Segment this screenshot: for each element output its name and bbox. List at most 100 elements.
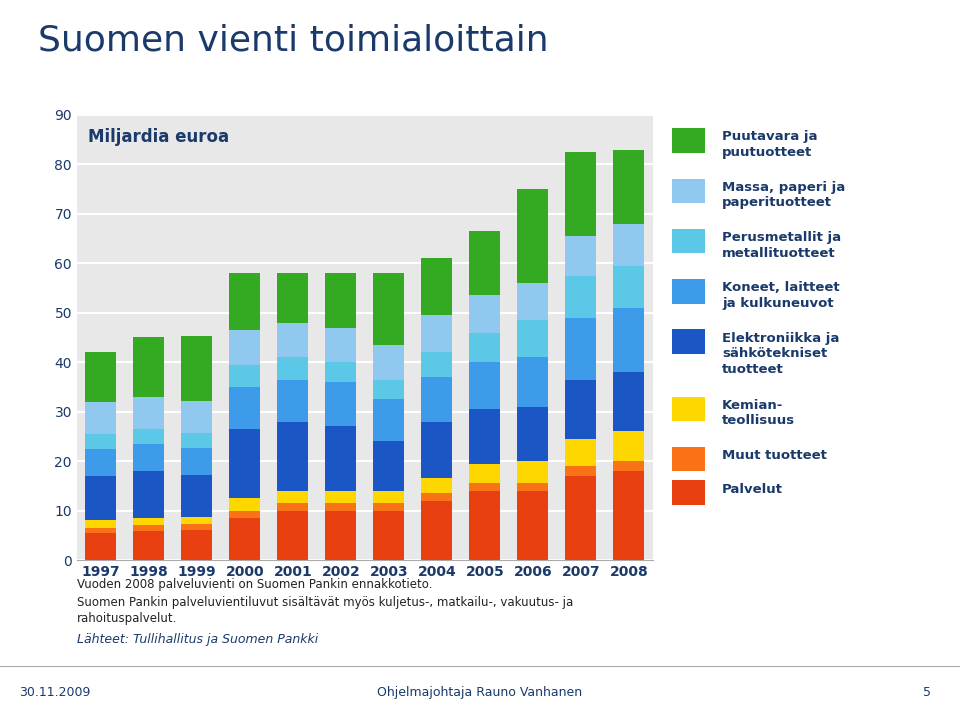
Bar bbox=[517, 406, 548, 461]
Bar bbox=[325, 273, 356, 327]
Bar bbox=[672, 396, 706, 421]
Bar bbox=[85, 402, 116, 434]
Bar bbox=[181, 337, 212, 401]
Bar bbox=[229, 365, 260, 387]
Bar bbox=[565, 439, 596, 466]
Text: Perusmetallit ja
metallituotteet: Perusmetallit ja metallituotteet bbox=[722, 231, 841, 260]
Bar bbox=[325, 510, 356, 560]
Bar bbox=[133, 337, 164, 397]
Bar bbox=[229, 429, 260, 498]
Bar bbox=[613, 372, 644, 432]
Bar bbox=[565, 466, 596, 476]
Bar bbox=[373, 442, 404, 491]
Text: 30.11.2009: 30.11.2009 bbox=[19, 686, 90, 699]
Bar bbox=[133, 518, 164, 526]
Bar bbox=[565, 236, 596, 276]
Text: Suomen Pankin palveluvientiluvut sisältävät myös kuljetus-, matkailu-, vakuutus-: Suomen Pankin palveluvientiluvut sisältä… bbox=[77, 596, 573, 609]
Bar bbox=[373, 345, 404, 380]
Bar bbox=[672, 129, 706, 153]
Bar bbox=[277, 380, 308, 421]
Bar bbox=[325, 503, 356, 510]
Text: Työ, yrittäminen ja työelämä: Työ, yrittäminen ja työelämä bbox=[365, 645, 611, 660]
Bar bbox=[85, 476, 116, 521]
Bar bbox=[133, 429, 164, 444]
Bar bbox=[421, 315, 452, 353]
Bar bbox=[373, 510, 404, 560]
Bar bbox=[517, 461, 548, 483]
Bar bbox=[565, 276, 596, 317]
Bar bbox=[613, 266, 644, 308]
Text: Lähteet: Tullihallitus ja Suomen Pankki: Lähteet: Tullihallitus ja Suomen Pankki bbox=[77, 633, 318, 646]
Bar bbox=[277, 358, 308, 380]
Bar bbox=[325, 362, 356, 382]
Text: rahoituspalvelut.: rahoituspalvelut. bbox=[77, 612, 178, 625]
Bar bbox=[613, 308, 644, 372]
Text: Miljardia euroa: Miljardia euroa bbox=[88, 129, 229, 146]
Bar bbox=[85, 533, 116, 560]
Text: Palvelut: Palvelut bbox=[722, 482, 783, 495]
Bar bbox=[373, 380, 404, 399]
Bar bbox=[277, 322, 308, 358]
Text: Puutavara ja
puutuotteet: Puutavara ja puutuotteet bbox=[722, 131, 818, 159]
Bar bbox=[672, 279, 706, 304]
Bar bbox=[421, 353, 452, 377]
Bar bbox=[469, 464, 500, 483]
Bar bbox=[325, 327, 356, 362]
Bar bbox=[277, 510, 308, 560]
Bar bbox=[85, 521, 116, 528]
Bar bbox=[613, 461, 644, 471]
Text: ■ HALLITUKSEN POLITIIKKAOHJELMA: ■ HALLITUKSEN POLITIIKKAOHJELMA bbox=[614, 645, 905, 660]
Bar bbox=[469, 362, 500, 409]
Text: 5: 5 bbox=[924, 686, 931, 699]
Bar bbox=[229, 330, 260, 365]
Bar bbox=[229, 387, 260, 429]
Bar bbox=[277, 273, 308, 322]
Bar bbox=[469, 231, 500, 295]
Bar bbox=[613, 432, 644, 461]
Bar bbox=[229, 510, 260, 518]
Bar bbox=[277, 491, 308, 503]
Bar bbox=[565, 476, 596, 560]
Bar bbox=[565, 152, 596, 236]
Bar bbox=[277, 421, 308, 491]
Bar bbox=[277, 503, 308, 510]
Bar bbox=[133, 531, 164, 560]
Text: Massa, paperi ja
paperituotteet: Massa, paperi ja paperituotteet bbox=[722, 181, 846, 209]
Bar bbox=[565, 380, 596, 439]
Bar bbox=[421, 258, 452, 315]
Bar bbox=[325, 382, 356, 426]
Bar bbox=[133, 444, 164, 471]
Bar bbox=[85, 449, 116, 476]
Bar bbox=[672, 480, 706, 505]
Bar bbox=[421, 493, 452, 500]
Text: Kemian-
teollisuus: Kemian- teollisuus bbox=[722, 399, 795, 427]
Bar bbox=[517, 483, 548, 491]
Text: Koneet, laitteet
ja kulkuneuvot: Koneet, laitteet ja kulkuneuvot bbox=[722, 281, 840, 310]
Bar bbox=[517, 358, 548, 406]
Bar bbox=[229, 273, 260, 330]
Bar bbox=[373, 399, 404, 442]
Bar bbox=[517, 283, 548, 320]
Bar bbox=[672, 330, 706, 354]
Bar bbox=[229, 498, 260, 510]
Bar bbox=[181, 448, 212, 475]
Bar bbox=[85, 528, 116, 533]
Bar bbox=[421, 500, 452, 560]
Bar bbox=[469, 483, 500, 491]
Bar bbox=[469, 332, 500, 362]
Bar bbox=[613, 149, 644, 224]
Bar bbox=[517, 491, 548, 560]
Text: Suomen vienti toimialoittain: Suomen vienti toimialoittain bbox=[38, 24, 549, 57]
Bar bbox=[181, 401, 212, 433]
Bar bbox=[469, 409, 500, 464]
Bar bbox=[181, 531, 212, 560]
Bar bbox=[133, 471, 164, 518]
Bar bbox=[373, 491, 404, 503]
Bar bbox=[613, 471, 644, 560]
Bar bbox=[565, 317, 596, 380]
Bar bbox=[325, 491, 356, 503]
Bar bbox=[517, 320, 548, 358]
Bar bbox=[181, 524, 212, 531]
Bar bbox=[421, 478, 452, 493]
Bar bbox=[133, 397, 164, 429]
